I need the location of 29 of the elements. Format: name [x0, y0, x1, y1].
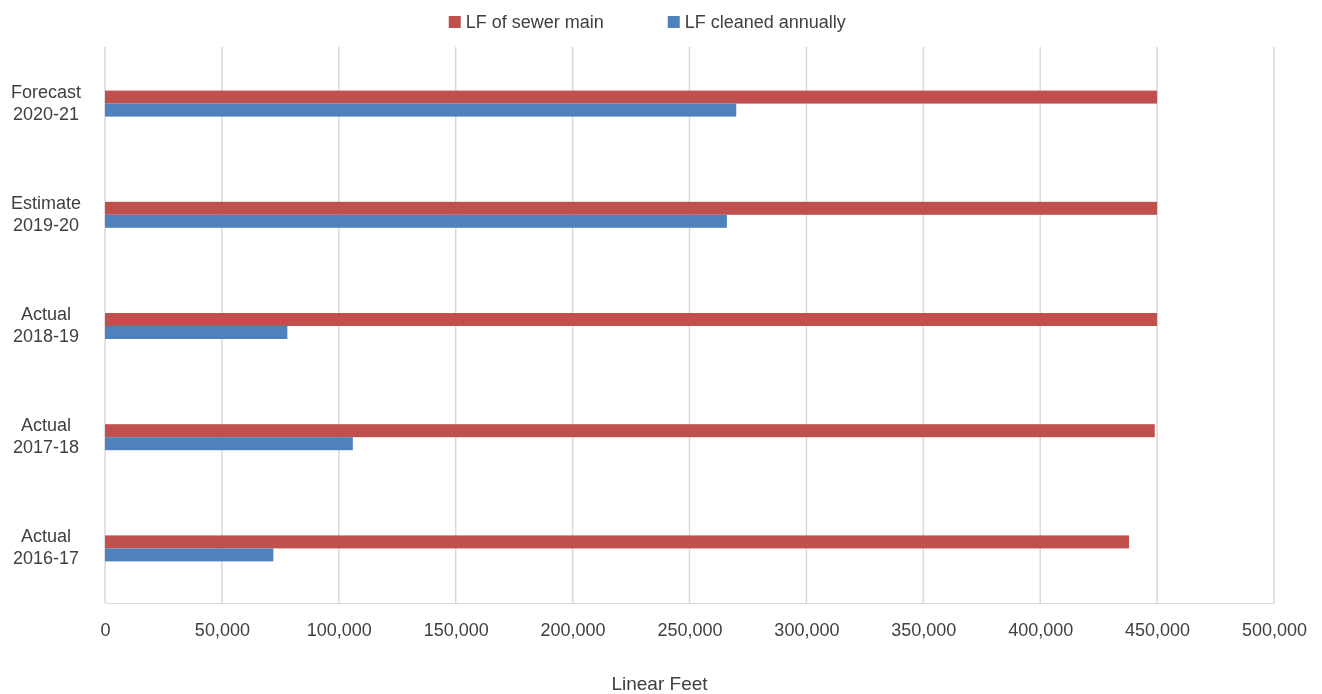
- x-tick-label: 50,000: [194, 619, 250, 640]
- y-tick-label: Actual 2016-17: [12, 526, 80, 569]
- bar: [105, 103, 737, 117]
- bar: [105, 437, 353, 451]
- x-tick-label: 200,000: [540, 619, 606, 640]
- x-tick-label: 400,000: [1008, 619, 1074, 640]
- x-tick-label: 350,000: [891, 619, 957, 640]
- bar: [105, 326, 288, 339]
- legend-label: LF of sewer main: [465, 12, 604, 32]
- x-axis-title: Linear Feet: [611, 673, 709, 694]
- legend-label: LF cleaned annually: [684, 12, 846, 32]
- bar: [105, 535, 1130, 549]
- bar: [105, 424, 1155, 438]
- bar: [105, 90, 1158, 104]
- y-tick-label: Actual 2017-18: [12, 415, 80, 458]
- x-tick-label: 450,000: [1125, 619, 1191, 640]
- x-tick-label: 0: [100, 619, 111, 640]
- x-tick-label: 150,000: [423, 619, 489, 640]
- x-tick-label: 100,000: [306, 619, 372, 640]
- bar: [105, 214, 727, 228]
- y-tick-label: Forecast 2020-21: [10, 81, 82, 124]
- x-tick-label: 500,000: [1241, 619, 1308, 640]
- bar: [105, 313, 1158, 326]
- y-tick-label: Estimate 2019-20: [10, 192, 82, 235]
- bar: [105, 548, 274, 562]
- x-tick-label: 250,000: [657, 619, 723, 640]
- x-tick-label: 300,000: [774, 619, 840, 640]
- bar: [105, 201, 1158, 215]
- y-tick-label: Actual 2018-19: [12, 304, 80, 346]
